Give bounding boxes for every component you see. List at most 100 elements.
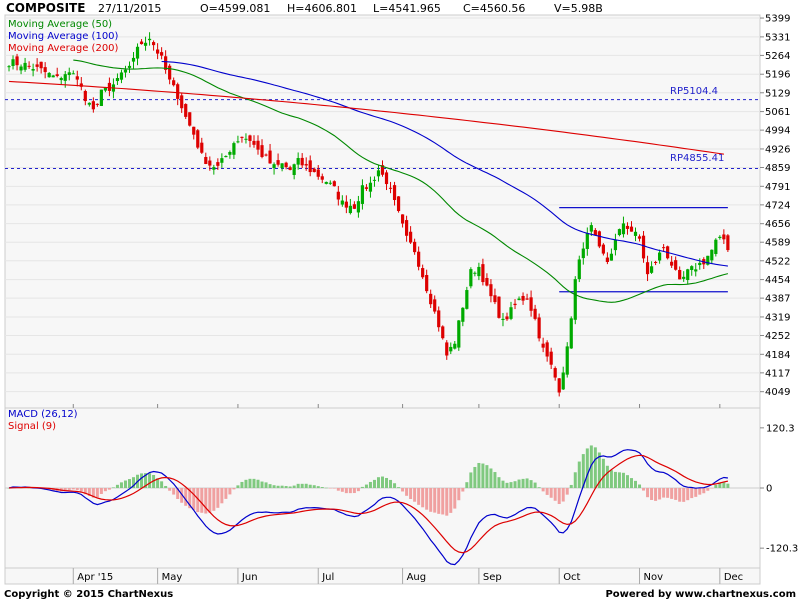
candle-body bbox=[123, 69, 128, 73]
candle-body bbox=[19, 66, 23, 71]
macd-hist-bar bbox=[533, 482, 537, 488]
macd-hist-bar bbox=[505, 482, 509, 488]
macd-hist-bar bbox=[111, 487, 115, 488]
macd-hist-bar bbox=[601, 458, 605, 488]
macd-hist-bar bbox=[417, 488, 421, 505]
macd-hist-bar bbox=[308, 484, 312, 488]
candle-body bbox=[268, 150, 272, 164]
candle-body bbox=[629, 226, 634, 232]
price-panel bbox=[4, 14, 761, 409]
candle-body bbox=[469, 269, 473, 287]
candle-body bbox=[509, 307, 513, 319]
candle-body bbox=[352, 204, 356, 209]
macd-hist-bar bbox=[465, 482, 469, 488]
macd-hist-bar bbox=[609, 470, 613, 488]
candle-body bbox=[437, 310, 441, 328]
macd-hist-bar bbox=[264, 482, 268, 488]
candle-body bbox=[653, 261, 658, 263]
macd-hist-bar bbox=[401, 488, 405, 492]
candle-body bbox=[248, 135, 252, 141]
macd-hist-bar bbox=[481, 463, 485, 488]
price-tick-label: 5264 bbox=[765, 51, 790, 62]
candle-body bbox=[384, 172, 389, 185]
candle-body bbox=[481, 264, 485, 283]
price-tick-label: 4589 bbox=[765, 238, 790, 249]
macd-hist-bar bbox=[288, 486, 292, 488]
candle-body bbox=[505, 316, 509, 320]
candle-body bbox=[87, 102, 91, 105]
macd-hist-bar bbox=[706, 488, 710, 491]
macd-hist-bar bbox=[300, 483, 304, 488]
candle-body bbox=[380, 165, 385, 175]
macd-hist-bar bbox=[256, 479, 260, 488]
macd-hist-bar bbox=[280, 485, 284, 488]
macd-hist-bar bbox=[686, 488, 690, 501]
candle-body bbox=[55, 74, 59, 77]
candle-body bbox=[561, 372, 565, 390]
macd-hist-bar bbox=[372, 479, 376, 488]
candle-body bbox=[501, 318, 505, 321]
macd-hist-bar bbox=[638, 484, 642, 488]
candle-body bbox=[336, 191, 340, 200]
macd-hist-bar bbox=[176, 488, 180, 499]
macd-hist-bar bbox=[441, 488, 445, 515]
macd-hist-bar bbox=[537, 487, 541, 488]
macd-hist-bar bbox=[220, 488, 224, 504]
macd-hist-bar bbox=[360, 486, 364, 488]
macd-hist-bar bbox=[83, 488, 87, 495]
macd-hist-bar bbox=[678, 488, 682, 502]
macd-hist-bar bbox=[312, 485, 316, 488]
candle-body bbox=[609, 253, 614, 261]
footer-copyright: Copyright © 2015 ChartNexus bbox=[4, 589, 173, 600]
month-label: Nov bbox=[644, 572, 664, 583]
macd-hist-bar bbox=[437, 488, 441, 514]
legend-macd: MACD (26,12) bbox=[8, 409, 78, 420]
candle-body bbox=[581, 248, 585, 259]
candle-body bbox=[569, 318, 573, 349]
macd-hist-bar bbox=[232, 488, 236, 490]
macd-hist-bar bbox=[75, 488, 79, 490]
candle-body bbox=[11, 59, 15, 66]
price-tick-label: 4184 bbox=[765, 350, 790, 361]
candle-body bbox=[718, 236, 722, 238]
macd-hist-bar bbox=[352, 488, 356, 494]
month-label: Dec bbox=[724, 572, 743, 583]
macd-hist-bar bbox=[316, 486, 320, 488]
candle-body bbox=[31, 69, 35, 71]
macd-hist-bar bbox=[184, 488, 188, 506]
macd-hist-bar bbox=[625, 475, 629, 488]
candle-body bbox=[216, 162, 220, 166]
macd-hist-bar bbox=[513, 481, 517, 488]
macd-hist-bar bbox=[240, 481, 244, 488]
candle-body bbox=[372, 179, 377, 181]
macd-lines bbox=[8, 449, 729, 566]
range-box-lines bbox=[559, 206, 728, 293]
macd-hist-bar bbox=[445, 488, 449, 516]
x-axis-strip bbox=[4, 567, 761, 585]
candle-body bbox=[585, 233, 589, 249]
candle-body bbox=[433, 299, 437, 312]
candle-body bbox=[404, 220, 409, 236]
macd-tick-label: 0 bbox=[766, 484, 772, 495]
price-tick-label: 4454 bbox=[765, 275, 790, 286]
candle-body bbox=[264, 154, 268, 156]
macd-hist-bar bbox=[103, 488, 107, 492]
macd-hist-bar bbox=[123, 480, 127, 488]
macd-hist-bar bbox=[99, 488, 103, 494]
candle-body bbox=[690, 266, 694, 271]
candle-body bbox=[328, 182, 332, 184]
candle-body bbox=[127, 65, 132, 68]
candle-body bbox=[228, 152, 232, 155]
candle-body bbox=[658, 252, 662, 261]
candle-body bbox=[449, 346, 453, 352]
candlesticks bbox=[7, 32, 730, 397]
macd-hist-bar bbox=[425, 488, 429, 510]
candle-body bbox=[79, 83, 83, 87]
macd-hist-bar bbox=[63, 488, 67, 491]
candle-body bbox=[461, 307, 465, 322]
candle-body bbox=[340, 200, 344, 205]
open-value: O=4599.081 bbox=[200, 2, 270, 15]
macd-hist-bar bbox=[694, 488, 698, 497]
price-tick-label: 4724 bbox=[765, 200, 790, 211]
macd-hist-bar bbox=[517, 479, 521, 488]
